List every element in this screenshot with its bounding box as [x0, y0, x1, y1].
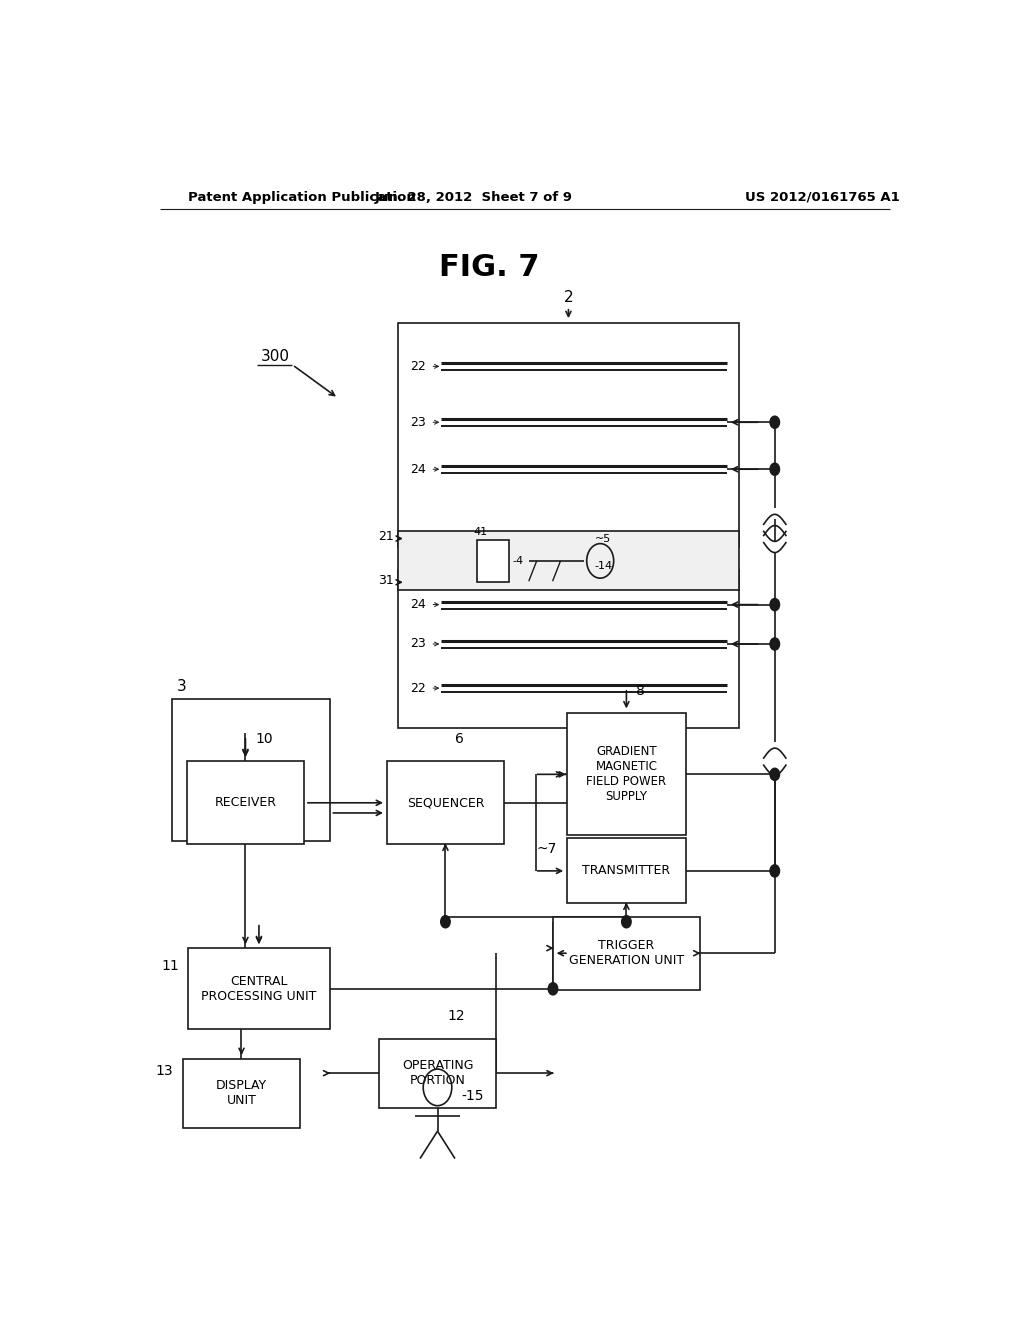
Text: 24: 24 [411, 463, 426, 475]
Text: RECEIVER: RECEIVER [214, 796, 276, 809]
Text: 12: 12 [447, 1010, 465, 1023]
Text: 23: 23 [411, 416, 426, 429]
Bar [553, 916, 699, 990]
Bar [567, 838, 686, 903]
Text: 9: 9 [636, 887, 645, 902]
Circle shape [440, 916, 451, 928]
Circle shape [770, 768, 779, 780]
Bar [397, 532, 739, 590]
Text: 300: 300 [260, 348, 290, 364]
Text: 21: 21 [378, 531, 394, 543]
Text: 11: 11 [161, 960, 179, 973]
Text: 23: 23 [411, 638, 426, 651]
Bar [172, 700, 331, 841]
Circle shape [770, 598, 779, 611]
Text: 24: 24 [411, 598, 426, 611]
Text: TRANSMITTER: TRANSMITTER [583, 865, 671, 878]
Text: 31: 31 [378, 574, 394, 586]
Text: TRIGGER
GENERATION UNIT: TRIGGER GENERATION UNIT [568, 940, 684, 968]
Bar [567, 713, 686, 836]
Bar [379, 1039, 497, 1107]
Text: 10: 10 [255, 731, 272, 746]
Circle shape [770, 416, 779, 429]
Bar [397, 570, 739, 727]
Text: 41: 41 [473, 527, 487, 536]
Text: CENTRAL
PROCESSING UNIT: CENTRAL PROCESSING UNIT [202, 974, 316, 1003]
Bar [186, 762, 304, 845]
Bar [477, 540, 509, 582]
Text: 22: 22 [411, 681, 426, 694]
Circle shape [770, 463, 779, 475]
Text: -14: -14 [595, 561, 612, 572]
Text: DISPLAY
UNIT: DISPLAY UNIT [216, 1080, 267, 1107]
Text: ~7: ~7 [537, 842, 557, 855]
Text: FIG. 7: FIG. 7 [439, 252, 540, 281]
Circle shape [622, 916, 631, 928]
Text: 22: 22 [411, 360, 426, 372]
Bar [387, 762, 504, 845]
Text: US 2012/0161765 A1: US 2012/0161765 A1 [745, 190, 900, 203]
Text: Patent Application Publication: Patent Application Publication [187, 190, 416, 203]
Text: 3: 3 [177, 678, 187, 694]
Bar [182, 1059, 300, 1129]
Text: 2: 2 [563, 290, 573, 305]
Text: -4: -4 [512, 556, 523, 566]
Circle shape [770, 638, 779, 649]
Text: Jun. 28, 2012  Sheet 7 of 9: Jun. 28, 2012 Sheet 7 of 9 [374, 190, 572, 203]
Text: SEQUENCER: SEQUENCER [407, 796, 484, 809]
Text: 6: 6 [455, 731, 464, 746]
Text: OPERATING
PORTION: OPERATING PORTION [401, 1059, 473, 1088]
Circle shape [548, 982, 558, 995]
Text: 13: 13 [156, 1064, 173, 1078]
Text: -15: -15 [462, 1089, 483, 1102]
Text: 8: 8 [636, 684, 645, 698]
Bar [188, 948, 330, 1030]
Text: GRADIENT
MAGNETIC
FIELD POWER
SUPPLY: GRADIENT MAGNETIC FIELD POWER SUPPLY [587, 746, 667, 804]
Text: ~5: ~5 [595, 535, 611, 544]
Circle shape [770, 865, 779, 876]
Bar [397, 323, 739, 546]
